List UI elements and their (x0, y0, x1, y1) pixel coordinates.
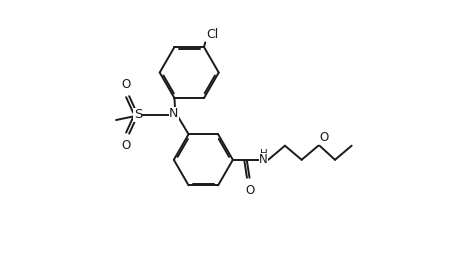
Text: Cl: Cl (207, 28, 219, 41)
Text: H: H (260, 149, 267, 158)
Text: O: O (245, 184, 254, 197)
Text: O: O (122, 77, 131, 91)
Text: O: O (122, 139, 131, 152)
Text: O: O (320, 131, 329, 144)
Text: S: S (134, 108, 142, 121)
Text: N: N (169, 107, 179, 120)
Text: N: N (259, 153, 268, 166)
